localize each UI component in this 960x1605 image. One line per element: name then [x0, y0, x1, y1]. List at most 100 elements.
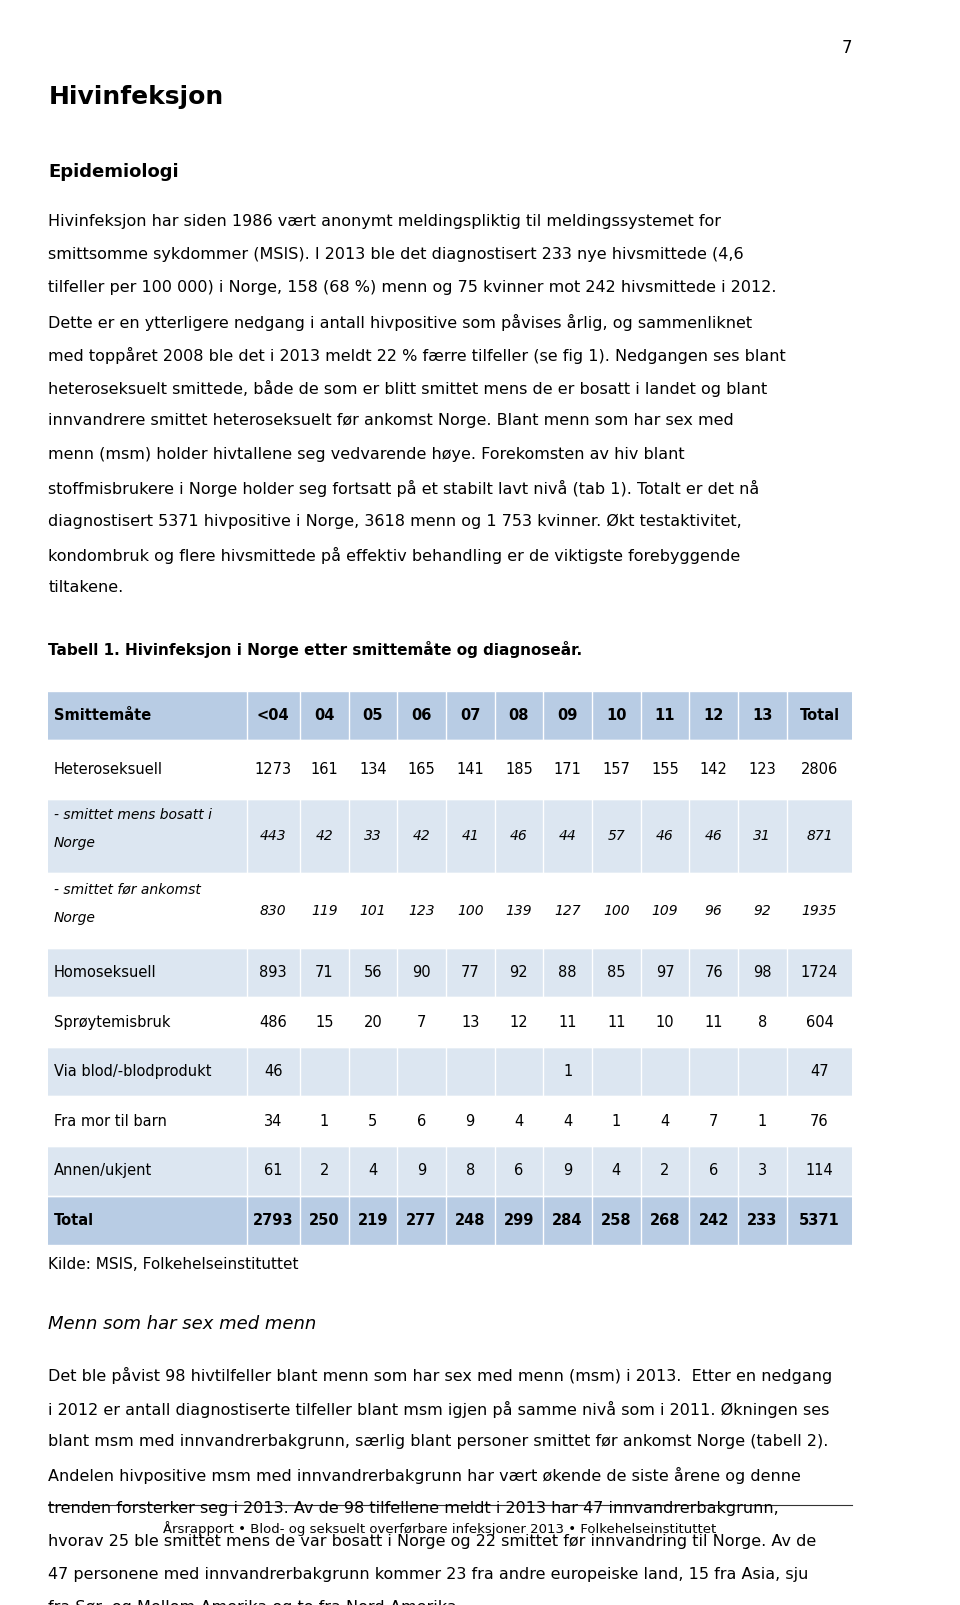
Text: 4: 4 — [515, 1114, 523, 1128]
Text: 11: 11 — [559, 1014, 577, 1029]
Text: Hivinfeksjon har siden 1986 vært anonymt meldingspliktig til meldingssystemet fo: Hivinfeksjon har siden 1986 vært anonymt… — [48, 213, 721, 228]
Text: 7: 7 — [417, 1014, 426, 1029]
Text: 1: 1 — [757, 1114, 767, 1128]
Text: fra Sør- og Mellom-Amerika og to fra Nord-Amerika.: fra Sør- og Mellom-Amerika og to fra Nor… — [48, 1600, 462, 1605]
Text: diagnostisert 5371 hivpositive i Norge, 3618 menn og 1 753 kvinner. Økt testakti: diagnostisert 5371 hivpositive i Norge, … — [48, 514, 742, 528]
Text: 830: 830 — [260, 904, 287, 918]
Text: 7: 7 — [708, 1114, 718, 1128]
Text: 41: 41 — [462, 830, 479, 843]
Bar — [48, 947, 852, 997]
Text: 284: 284 — [552, 1213, 583, 1228]
Text: Total: Total — [54, 1213, 94, 1228]
Text: med toppåret 2008 ble det i 2013 meldt 22 % færre tilfeller (se fig 1). Nedgange: med toppåret 2008 ble det i 2013 meldt 2… — [48, 347, 786, 364]
Text: 15: 15 — [315, 1014, 333, 1029]
Text: 96: 96 — [705, 904, 723, 918]
Text: 4: 4 — [660, 1114, 669, 1128]
Text: hvorav 25 ble smittet mens de var bosatt i Norge og 22 smittet før innvandring t: hvorav 25 ble smittet mens de var bosatt… — [48, 1534, 817, 1549]
Text: 139: 139 — [506, 904, 532, 918]
Text: 3: 3 — [757, 1164, 767, 1178]
Text: 71: 71 — [315, 965, 333, 981]
Bar — [48, 690, 852, 740]
Text: tiltakene.: tiltakene. — [48, 579, 124, 595]
Text: Via blod/-blodprodukt: Via blod/-blodprodukt — [54, 1064, 211, 1079]
Text: Årsrapport • Blod- og seksuelt overførbare infeksjoner 2013 • Folkehelseinstitut: Årsrapport • Blod- og seksuelt overførba… — [163, 1520, 716, 1536]
Text: 13: 13 — [461, 1014, 479, 1029]
Text: Det ble påvist 98 hivtilfeller blant menn som har sex med menn (msm) i 2013.  Et: Det ble påvist 98 hivtilfeller blant men… — [48, 1367, 832, 1385]
Text: 4: 4 — [612, 1164, 621, 1178]
Text: 2806: 2806 — [801, 762, 838, 777]
Text: 134: 134 — [359, 762, 387, 777]
Text: 33: 33 — [364, 830, 382, 843]
Text: 04: 04 — [314, 708, 334, 722]
Text: 100: 100 — [457, 904, 484, 918]
Text: 142: 142 — [700, 762, 728, 777]
Text: 47 personene med innvandrerbakgrunn kommer 23 fra andre europeiske land, 15 fra : 47 personene med innvandrerbakgrunn komm… — [48, 1566, 808, 1583]
Text: tilfeller per 100 000) i Norge, 158 (68 %) menn og 75 kvinner mot 242 hivsmitted: tilfeller per 100 000) i Norge, 158 (68 … — [48, 281, 777, 295]
Text: 90: 90 — [412, 965, 431, 981]
Text: 09: 09 — [558, 708, 578, 722]
Text: - smittet før ankomst: - smittet før ankomst — [54, 883, 201, 897]
Text: 1: 1 — [612, 1114, 621, 1128]
Text: 07: 07 — [460, 708, 480, 722]
Text: 119: 119 — [311, 904, 338, 918]
Text: kondombruk og flere hivsmittede på effektiv behandling er de viktigste forebygge: kondombruk og flere hivsmittede på effek… — [48, 547, 740, 563]
Text: 46: 46 — [510, 830, 528, 843]
Text: 4: 4 — [369, 1164, 377, 1178]
Text: 5371: 5371 — [799, 1213, 840, 1228]
Text: innvandrere smittet heteroseksuelt før ankomst Norge. Blant menn som har sex med: innvandrere smittet heteroseksuelt før a… — [48, 414, 734, 429]
Text: 77: 77 — [461, 965, 480, 981]
Text: 10: 10 — [606, 708, 627, 722]
Text: 893: 893 — [259, 965, 287, 981]
Text: 443: 443 — [260, 830, 287, 843]
Text: 268: 268 — [650, 1213, 681, 1228]
Text: 13: 13 — [752, 708, 773, 722]
Text: 88: 88 — [559, 965, 577, 981]
Text: 98: 98 — [753, 965, 772, 981]
Text: i 2012 er antall diagnostiserte tilfeller blant msm igjen på samme nivå som i 20: i 2012 er antall diagnostiserte tilfelle… — [48, 1401, 829, 1417]
Text: 47: 47 — [810, 1064, 828, 1079]
Text: 5: 5 — [369, 1114, 377, 1128]
Text: 871: 871 — [806, 830, 833, 843]
Text: 46: 46 — [264, 1064, 282, 1079]
Text: 141: 141 — [456, 762, 484, 777]
Text: 248: 248 — [455, 1213, 486, 1228]
Text: 109: 109 — [652, 904, 679, 918]
Text: 277: 277 — [406, 1213, 437, 1228]
Text: heteroseksuelt smittede, både de som er blitt smittet mens de er bosatt i landet: heteroseksuelt smittede, både de som er … — [48, 380, 768, 396]
Bar — [48, 1196, 852, 1245]
Text: 6: 6 — [417, 1114, 426, 1128]
Text: 1: 1 — [320, 1114, 329, 1128]
Text: 61: 61 — [264, 1164, 282, 1178]
Text: 7: 7 — [842, 39, 852, 56]
Text: 2: 2 — [320, 1164, 329, 1178]
Text: 9: 9 — [417, 1164, 426, 1178]
Text: 05: 05 — [363, 708, 383, 722]
Text: Fra mor til barn: Fra mor til barn — [54, 1114, 166, 1128]
Text: 250: 250 — [309, 1213, 340, 1228]
Text: 56: 56 — [364, 965, 382, 981]
Text: 08: 08 — [509, 708, 529, 722]
Text: 114: 114 — [805, 1164, 833, 1178]
Text: 42: 42 — [315, 830, 333, 843]
Text: 06: 06 — [412, 708, 432, 722]
Text: 100: 100 — [603, 904, 630, 918]
Text: Annen/ukjent: Annen/ukjent — [54, 1164, 152, 1178]
Text: 171: 171 — [554, 762, 582, 777]
Text: 9: 9 — [563, 1164, 572, 1178]
Text: 1273: 1273 — [254, 762, 292, 777]
Text: 20: 20 — [364, 1014, 382, 1029]
Bar — [48, 1096, 852, 1146]
Text: blant msm med innvandrerbakgrunn, særlig blant personer smittet før ankomst Norg: blant msm med innvandrerbakgrunn, særlig… — [48, 1433, 828, 1449]
Text: 92: 92 — [754, 904, 771, 918]
Text: 233: 233 — [747, 1213, 778, 1228]
Text: 161: 161 — [310, 762, 338, 777]
Text: Epidemiologi: Epidemiologi — [48, 162, 179, 181]
Text: 76: 76 — [810, 1114, 828, 1128]
Text: 1: 1 — [563, 1064, 572, 1079]
Text: 11: 11 — [607, 1014, 626, 1029]
Text: 6: 6 — [709, 1164, 718, 1178]
Text: 46: 46 — [705, 830, 723, 843]
Text: 10: 10 — [656, 1014, 674, 1029]
Text: 486: 486 — [259, 1014, 287, 1029]
Text: Kilde: MSIS, Folkehelseinstituttet: Kilde: MSIS, Folkehelseinstituttet — [48, 1257, 299, 1273]
